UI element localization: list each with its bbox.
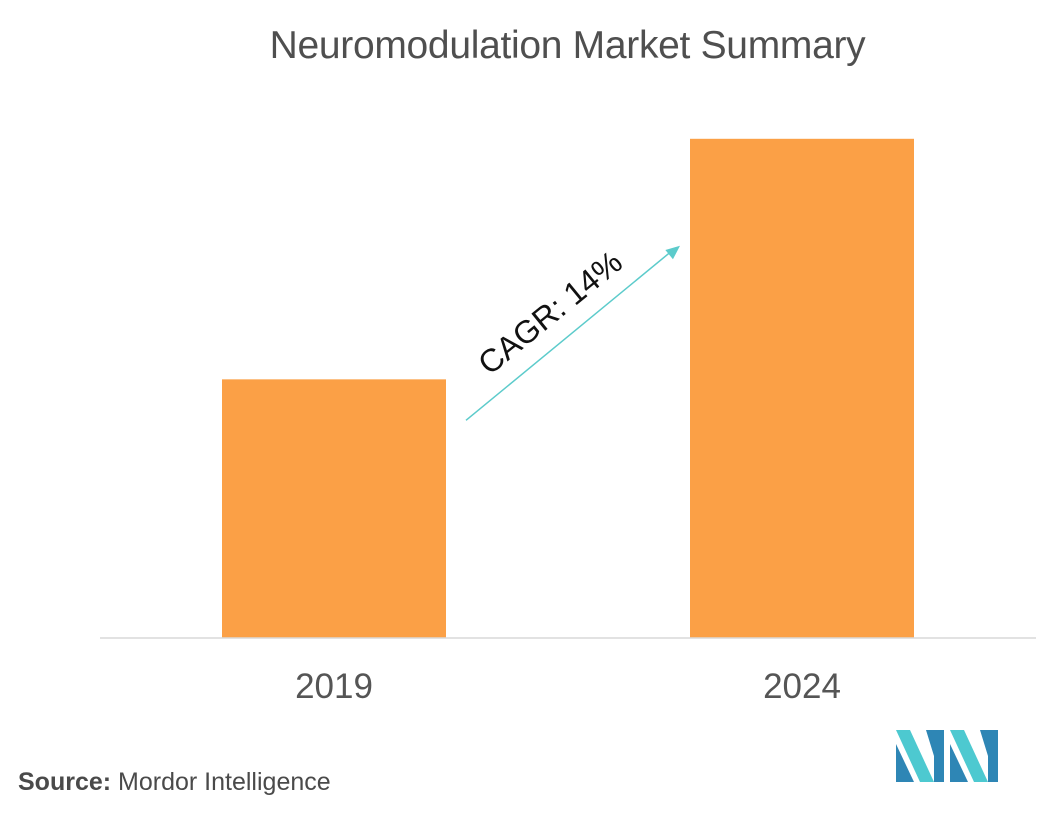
cagr-label: CAGR: 14%: [471, 244, 629, 382]
source-line: Source: Mordor Intelligence: [18, 768, 331, 797]
bars-layer: [222, 138, 914, 638]
bar-2024: [690, 138, 914, 638]
cagr-arrow-head: [665, 245, 680, 260]
bar-2019: [222, 379, 446, 638]
x-tick-label-2019: 2019: [295, 667, 373, 706]
mordor-intelligence-logo-icon: [896, 730, 998, 782]
x-tick-labels: 2019 2024: [295, 667, 841, 706]
cagr-annotation: CAGR: 14%: [465, 244, 680, 421]
source-text: Mordor Intelligence: [111, 768, 331, 796]
cagr-arrow-line: [465, 250, 673, 421]
source-label: Source:: [18, 768, 112, 796]
x-tick-label-2024: 2024: [763, 667, 841, 706]
chart-title: Neuromodulation Market Summary: [269, 24, 866, 67]
